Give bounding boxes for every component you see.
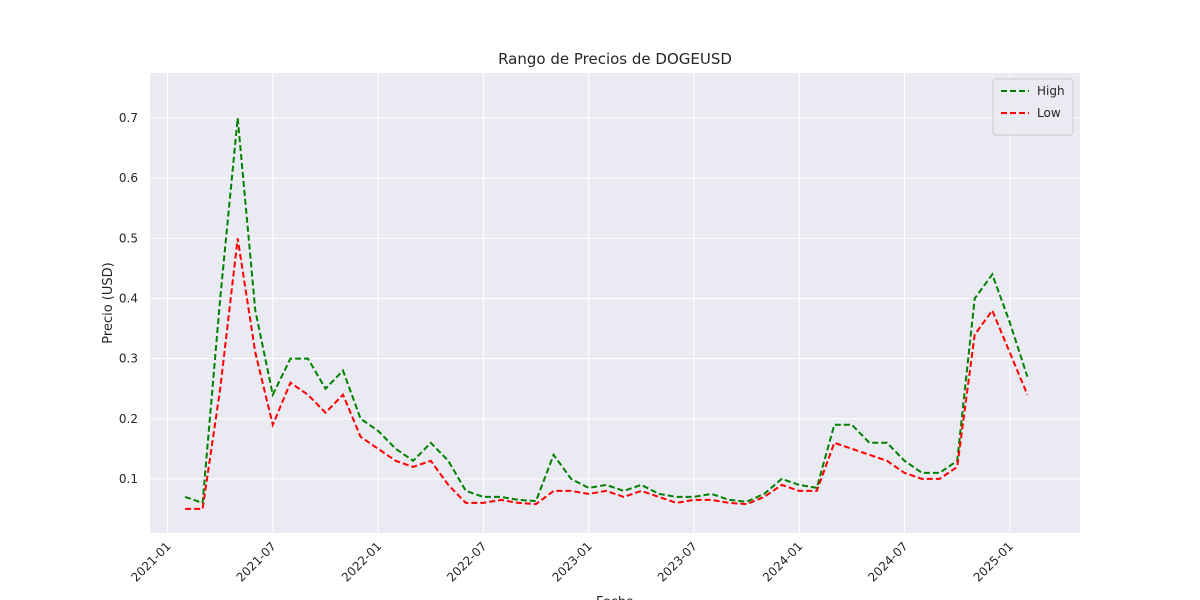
legend: High Low	[992, 78, 1074, 136]
chart-title: Rango de Precios de DOGEUSD	[498, 50, 732, 68]
legend-box	[992, 78, 1074, 136]
x-tick-label: 2022-01	[339, 539, 384, 584]
plot-background	[150, 73, 1080, 533]
y-tick-label: 0.3	[119, 352, 138, 366]
y-tick-label: 0.7	[119, 111, 138, 125]
y-tick-label: 0.1	[119, 472, 138, 486]
lines	[184, 118, 1029, 510]
y-tick-label: 0.6	[119, 171, 138, 185]
x-axis-label: Fecha	[596, 595, 634, 600]
x-tick-label: 2024-01	[760, 539, 805, 584]
legend-label: High	[1037, 84, 1065, 98]
x-tick-label: 2021-01	[128, 539, 173, 584]
x-tick-label: 2023-07	[655, 539, 700, 584]
y-tick-label: 0.4	[119, 291, 138, 305]
x-tick-label: 2021-07	[234, 539, 279, 584]
x-tick-label: 2023-01	[549, 539, 594, 584]
line-series	[185, 238, 1029, 510]
y-tick-label: 0.2	[119, 412, 138, 426]
line-series	[184, 118, 1029, 505]
legend-label: Low	[1037, 106, 1061, 120]
y-axis-label: Precio (USD)	[101, 262, 116, 343]
x-tick-label: 2024-07	[865, 539, 910, 584]
x-tick-label: 2022-07	[444, 539, 489, 584]
y-tick-label: 0.5	[119, 231, 138, 245]
x-tick-label: 2025-01	[971, 539, 1016, 584]
